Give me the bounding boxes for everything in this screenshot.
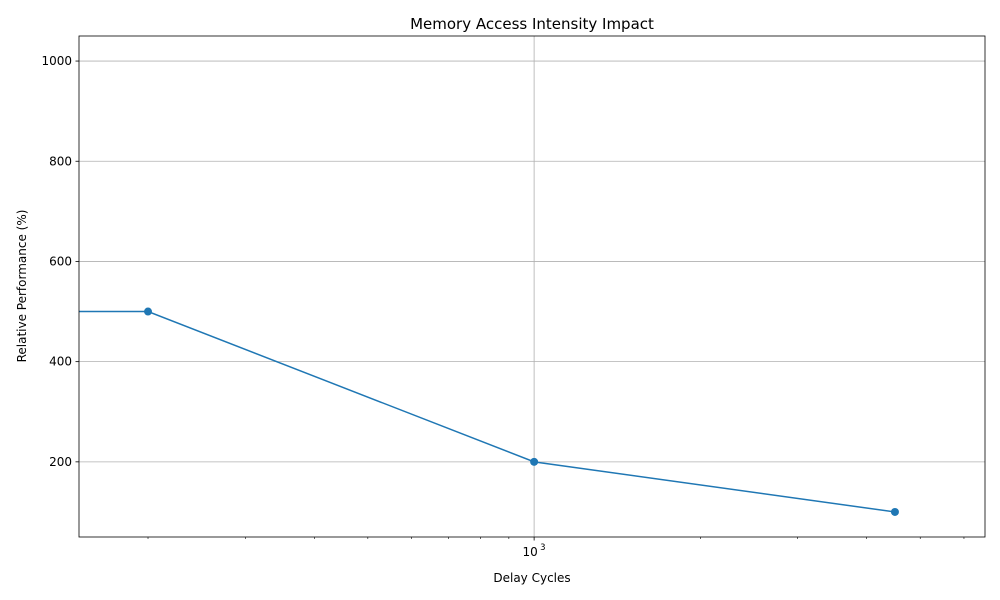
series-layer [79, 307, 899, 516]
chart-title: Memory Access Intensity Impact [410, 15, 654, 33]
y-tick-label: 600 [49, 254, 72, 268]
data-point [890, 507, 899, 516]
grid-lines [79, 36, 985, 537]
x-ticks: 10 3 [147, 537, 965, 559]
data-point [144, 307, 153, 316]
x-tick-exponent: 3 [540, 543, 545, 553]
y-tick-label: 400 [49, 355, 72, 369]
y-tick-label: 200 [49, 455, 72, 469]
plot-background [79, 36, 985, 537]
y-ticks: 200 400 600 800 1000 [41, 54, 79, 469]
x-tick-label: 10 [522, 545, 537, 559]
y-tick-label: 800 [49, 154, 72, 168]
y-axis-label: Relative Performance (%) [15, 210, 29, 363]
x-axis-label: Delay Cycles [493, 571, 570, 585]
series-line [79, 310, 896, 513]
y-tick-label: 1000 [41, 54, 72, 68]
data-point [530, 457, 539, 466]
plot-frame [78, 35, 986, 538]
